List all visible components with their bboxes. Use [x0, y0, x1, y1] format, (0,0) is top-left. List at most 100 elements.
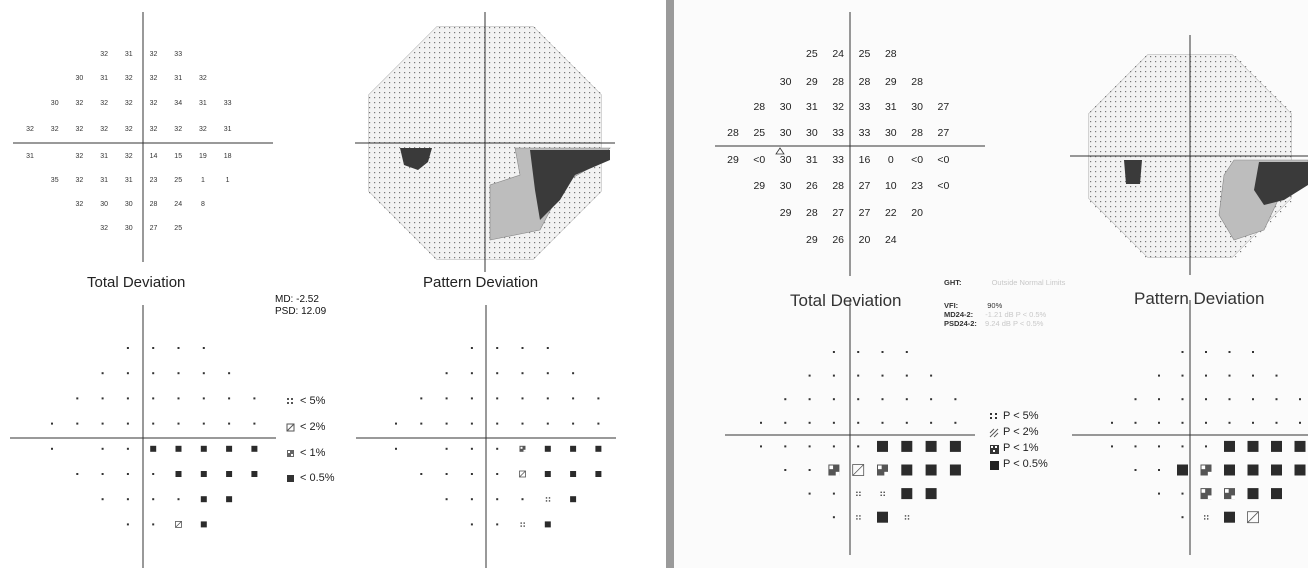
- field-dot: [499, 107, 501, 109]
- left-td-prob-symbol: [150, 445, 157, 452]
- field-dot: [529, 147, 531, 149]
- field-dot: [1165, 71, 1167, 73]
- p5-dot: [859, 491, 861, 493]
- field-dot: [1210, 221, 1212, 223]
- field-dot: [599, 92, 601, 94]
- field-dot: [1145, 116, 1147, 118]
- field-dot: [1115, 106, 1117, 108]
- field-dot: [389, 177, 391, 179]
- field-dot: [509, 102, 511, 104]
- field-dot: [524, 37, 526, 39]
- field-dot: [474, 122, 476, 124]
- field-dot: [1205, 121, 1207, 123]
- field-dot: [1185, 61, 1187, 63]
- field-dot: [579, 97, 581, 99]
- right-ght-value: Outside Normal Limits: [991, 278, 1066, 287]
- field-dot: [534, 102, 536, 104]
- field-dot: [464, 107, 466, 109]
- field-dot: [1270, 91, 1272, 93]
- field-dot: [369, 162, 371, 164]
- normal-dot: [496, 397, 499, 400]
- field-dot: [1150, 211, 1152, 213]
- field-dot: [504, 157, 506, 159]
- left-pd-prob-symbol: [521, 347, 524, 349]
- field-dot: [434, 202, 436, 204]
- field-dot: [479, 252, 481, 254]
- field-dot: [1185, 176, 1187, 178]
- field-dot: [424, 122, 426, 124]
- field-dot: [559, 207, 561, 209]
- field-dot: [1265, 91, 1267, 93]
- field-dot: [1200, 226, 1202, 228]
- field-dot: [534, 237, 536, 239]
- left-pd-prob-symbol: [572, 397, 575, 400]
- field-dot: [1195, 176, 1197, 178]
- right-td-value: 29: [885, 76, 897, 88]
- field-dot: [1200, 96, 1202, 98]
- field-dot: [559, 132, 561, 134]
- field-dot: [1150, 216, 1152, 218]
- field-dot: [464, 197, 466, 199]
- field-dot: [1125, 201, 1127, 203]
- field-dot: [1180, 161, 1182, 163]
- field-dot: [479, 232, 481, 234]
- field-dot: [549, 67, 551, 69]
- left-td-prob-symbol: [228, 422, 231, 425]
- right-td-value: 28: [911, 76, 923, 88]
- field-dot: [544, 107, 546, 109]
- field-dot: [369, 192, 371, 194]
- field-dot: [1200, 111, 1202, 113]
- left-td-prob-symbol: [202, 397, 205, 400]
- field-dot: [439, 42, 441, 44]
- field-dot: [574, 117, 576, 119]
- field-dot: [464, 247, 466, 249]
- field-dot: [1205, 56, 1207, 58]
- field-dot: [1135, 241, 1137, 243]
- left-pd-prob-symbol: [545, 497, 551, 502]
- field-dot: [1145, 76, 1147, 78]
- field-dot: [1225, 246, 1227, 248]
- field-dot: [1185, 241, 1187, 243]
- field-dot: [1155, 236, 1157, 238]
- field-dot: [1265, 116, 1267, 118]
- field-dot: [1135, 216, 1137, 218]
- field-dot: [579, 187, 581, 189]
- field-dot: [504, 122, 506, 124]
- field-dot: [419, 207, 421, 209]
- field-dot: [584, 177, 586, 179]
- field-dot: [534, 252, 536, 254]
- field-dot: [389, 197, 391, 199]
- right-td-value: 25: [806, 48, 818, 60]
- normal-dot: [1181, 351, 1184, 353]
- left-pd-prob-symbol: [520, 522, 525, 527]
- field-dot: [1205, 181, 1207, 183]
- field-dot: [1090, 196, 1092, 198]
- field-dot: [1105, 216, 1107, 218]
- p5-dot: [880, 494, 882, 496]
- field-dot: [539, 92, 541, 94]
- field-dot: [479, 97, 481, 99]
- field-dot: [544, 122, 546, 124]
- field-dot: [584, 172, 586, 174]
- field-dot: [1195, 166, 1197, 168]
- field-dot: [1190, 186, 1192, 188]
- field-dot: [449, 257, 451, 259]
- field-dot: [389, 192, 391, 194]
- field-dot: [574, 122, 576, 124]
- field-dot: [1185, 106, 1187, 108]
- field-dot: [439, 107, 441, 109]
- field-dot: [1190, 131, 1192, 133]
- field-dot: [1255, 81, 1257, 83]
- field-dot: [529, 47, 531, 49]
- field-dot: [1170, 166, 1172, 168]
- field-dot: [1100, 191, 1102, 193]
- field-dot: [554, 57, 556, 59]
- field-dot: [574, 87, 576, 89]
- left-td-prob-symbol: [126, 397, 129, 400]
- field-dot: [444, 122, 446, 124]
- right-td-value: 24: [885, 234, 897, 246]
- field-dot: [514, 152, 516, 154]
- field-dot: [499, 112, 501, 114]
- field-dot: [1120, 146, 1122, 148]
- field-dot: [1155, 81, 1157, 83]
